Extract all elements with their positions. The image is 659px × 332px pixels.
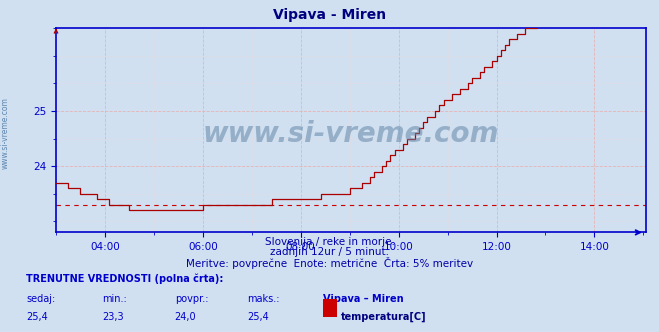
Text: temperatura[C]: temperatura[C]: [341, 312, 427, 322]
Text: sedaj:: sedaj:: [26, 294, 55, 304]
Text: www.si-vreme.com: www.si-vreme.com: [1, 97, 10, 169]
Text: povpr.:: povpr.:: [175, 294, 208, 304]
Text: maks.:: maks.:: [247, 294, 279, 304]
Text: Slovenija / reke in morje.: Slovenija / reke in morje.: [264, 237, 395, 247]
Text: 24,0: 24,0: [175, 312, 196, 322]
Text: zadnjih 12ur / 5 minut.: zadnjih 12ur / 5 minut.: [270, 247, 389, 257]
Text: TRENUTNE VREDNOSTI (polna črta):: TRENUTNE VREDNOSTI (polna črta):: [26, 274, 224, 285]
Text: Meritve: povprečne  Enote: metrične  Črta: 5% meritev: Meritve: povprečne Enote: metrične Črta:…: [186, 257, 473, 269]
Text: 25,4: 25,4: [247, 312, 269, 322]
Text: 25,4: 25,4: [26, 312, 48, 322]
Text: www.si-vreme.com: www.si-vreme.com: [203, 121, 499, 148]
Text: Vipava – Miren: Vipava – Miren: [323, 294, 403, 304]
Text: Vipava - Miren: Vipava - Miren: [273, 8, 386, 22]
Text: min.:: min.:: [102, 294, 127, 304]
Text: 23,3: 23,3: [102, 312, 124, 322]
